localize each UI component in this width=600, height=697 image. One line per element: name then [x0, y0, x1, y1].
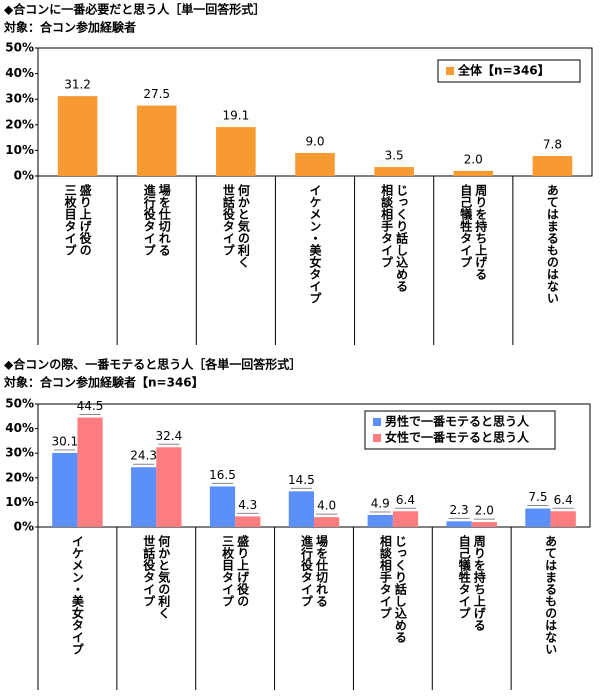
bar — [156, 447, 182, 527]
x-tick-label: あてはまるものはない — [545, 184, 559, 304]
bar — [295, 152, 335, 176]
data-label: 30.1 — [51, 434, 78, 448]
bar — [525, 508, 551, 527]
y-tick-label: 30% — [5, 446, 34, 460]
x-tick-label: 相談相手タイプ — [378, 534, 392, 619]
bar — [216, 127, 256, 176]
y-tick-label: 10% — [5, 143, 34, 157]
y-tick-label: 20% — [5, 470, 34, 484]
data-label: 2.3 — [450, 503, 469, 517]
legend-label: 男性で一番モテると思う人 — [385, 414, 530, 429]
data-label: 9.0 — [305, 134, 324, 148]
x-tick-label: 盛り上げ役の — [236, 534, 250, 607]
bar — [374, 167, 414, 176]
x-tick-label: 何かと気の利く — [157, 534, 171, 619]
y-tick-label: 0% — [14, 520, 34, 534]
x-tick-label: 三枚目タイプ — [221, 535, 235, 607]
x-tick-label: 周りを持ち上げる — [472, 535, 486, 631]
data-label: 31.2 — [64, 78, 91, 92]
bar — [131, 467, 157, 527]
chart-subtitle: 対象：合コン参加経験者 — [3, 20, 136, 35]
data-label: 4.9 — [371, 496, 390, 510]
bar — [314, 517, 340, 527]
x-tick-label: 進行役タイプ — [300, 534, 314, 607]
legend-box — [364, 410, 556, 450]
legend-label: 女性で一番モテると思う人 — [385, 430, 530, 445]
x-tick-label: 周りを持ち上げる — [474, 184, 488, 280]
x-tick-label: 自己犠牲タイプ — [459, 183, 473, 268]
bar — [77, 417, 103, 527]
data-label: 2.0 — [464, 152, 483, 166]
legend-swatch — [446, 67, 454, 75]
y-tick-label: 20% — [5, 117, 34, 131]
bar — [52, 452, 78, 527]
bar — [392, 511, 419, 527]
x-tick-label: じっくり話し込める — [395, 184, 409, 292]
bar — [209, 486, 236, 527]
data-label: 4.3 — [238, 498, 257, 512]
x-tick-label: あてはまるものはない — [544, 535, 558, 655]
chart-title: ◆合コンの際、一番モテると思う人［各単一回答形式］ — [4, 357, 301, 372]
y-tick-label: 0% — [14, 169, 34, 183]
data-label: 32.4 — [156, 429, 183, 443]
x-tick-label: 世話役タイプ — [221, 183, 235, 256]
data-label: 3.5 — [385, 149, 404, 163]
data-label: 2.0 — [475, 504, 494, 518]
y-tick-label: 50% — [5, 41, 34, 55]
legend-swatch — [373, 434, 381, 442]
bar — [136, 105, 177, 176]
bar — [471, 522, 497, 527]
y-tick-label: 40% — [5, 421, 34, 435]
data-label: 16.5 — [209, 468, 236, 482]
x-tick-label: じっくり話し込める — [393, 535, 407, 643]
bar — [367, 514, 393, 527]
bar — [446, 521, 472, 527]
chart-title: ◆合コンに一番必要だと思う人［単一回答形式］ — [4, 2, 265, 17]
bar — [288, 491, 314, 527]
y-tick-label: 30% — [5, 92, 34, 106]
x-tick-label: 場を仕切れる — [315, 534, 329, 607]
data-label: 27.5 — [143, 87, 170, 101]
data-label: 19.1 — [222, 109, 249, 123]
data-label: 6.4 — [396, 493, 415, 507]
x-tick-label: 場を仕切れる — [157, 183, 171, 256]
bar — [550, 511, 576, 527]
bar — [532, 156, 573, 176]
bar — [57, 96, 98, 176]
legend-label: 全体【n=346】 — [457, 63, 550, 78]
bar — [453, 170, 494, 176]
data-label: 14.5 — [288, 473, 315, 487]
data-label: 6.4 — [554, 493, 573, 507]
data-label: 7.5 — [528, 490, 547, 504]
legend-swatch — [373, 418, 381, 426]
y-tick-label: 40% — [5, 66, 34, 80]
x-tick-label: 相談相手タイプ — [380, 183, 394, 268]
x-tick-label: 自己犠牲タイプ — [457, 534, 471, 619]
bar — [235, 516, 261, 527]
x-tick-label: イケメン・美女タイプ — [70, 535, 84, 655]
chart-subtitle: 対象：合コン参加経験者【n=346】 — [3, 375, 204, 390]
legend-box — [437, 59, 581, 83]
x-tick-label: イケメン・美女タイプ — [308, 184, 322, 304]
x-tick-label: 進行役タイプ — [142, 183, 156, 256]
y-tick-label: 50% — [5, 397, 34, 411]
x-tick-label: 何かと気の利く — [236, 183, 250, 268]
data-label: 4.0 — [317, 499, 336, 513]
x-tick-label: 三枚目タイプ — [63, 184, 77, 256]
y-tick-label: 10% — [5, 495, 34, 509]
data-label: 44.5 — [77, 399, 104, 413]
x-tick-label: 盛り上げ役の — [78, 183, 92, 256]
data-label: 7.8 — [543, 138, 562, 152]
x-tick-label: 世話役タイプ — [142, 534, 156, 607]
data-label: 24.3 — [130, 449, 157, 463]
